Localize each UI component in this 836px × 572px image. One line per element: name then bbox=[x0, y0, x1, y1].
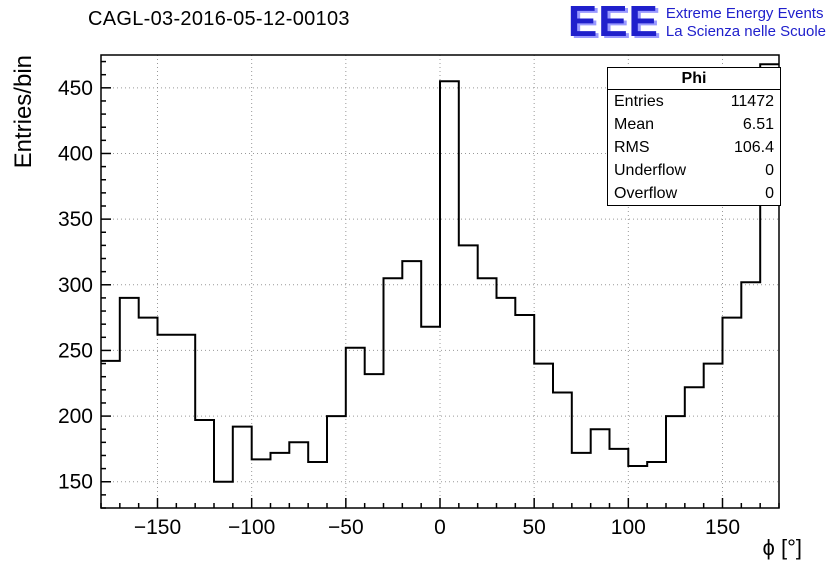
svg-text:350: 350 bbox=[58, 208, 93, 231]
eee-logo-line1: Extreme Energy Events bbox=[665, 5, 824, 22]
stats-row-underflow: Underflow 0 bbox=[608, 159, 780, 182]
svg-text:450: 450 bbox=[58, 77, 93, 100]
eee-logo-text: EEE bbox=[567, 0, 659, 46]
svg-text:100: 100 bbox=[611, 516, 646, 539]
svg-text:250: 250 bbox=[58, 339, 93, 362]
svg-text:−100: −100 bbox=[228, 516, 275, 539]
stats-label: RMS bbox=[614, 139, 650, 156]
stats-value: 6.51 bbox=[742, 116, 774, 133]
plot-title: CAGL-03-2016-05-12-00103 bbox=[88, 8, 350, 30]
stats-row-overflow: Overflow 0 bbox=[608, 182, 780, 205]
eee-logo: EEE Extreme Energy Events La Scienza nel… bbox=[567, 0, 826, 46]
stats-label: Underflow bbox=[614, 162, 687, 179]
stats-row-rms: RMS 106.4 bbox=[608, 136, 780, 159]
svg-text:50: 50 bbox=[522, 516, 545, 539]
eee-logo-line2: La Scienza nelle Scuole bbox=[665, 23, 826, 40]
svg-text:200: 200 bbox=[58, 405, 93, 428]
stats-value: 106.4 bbox=[733, 139, 774, 156]
svg-text:400: 400 bbox=[58, 142, 93, 165]
svg-text:−50: −50 bbox=[328, 516, 364, 539]
stats-label: Entries bbox=[614, 93, 664, 110]
stats-value: 0 bbox=[765, 162, 774, 179]
eee-logo-subtitle: Extreme Energy Events La Scienza nelle S… bbox=[666, 2, 826, 41]
stats-value: 0 bbox=[765, 185, 774, 202]
x-axis-label: ϕ [°] bbox=[762, 535, 802, 560]
stats-box: Phi Entries 11472 Mean 6.51 RMS 106.4 Un… bbox=[607, 67, 781, 206]
svg-text:150: 150 bbox=[58, 471, 93, 494]
svg-text:150: 150 bbox=[705, 516, 740, 539]
stats-row-entries: Entries 11472 bbox=[608, 90, 780, 113]
svg-text:0: 0 bbox=[434, 516, 446, 539]
stats-label: Overflow bbox=[614, 185, 678, 202]
svg-text:300: 300 bbox=[58, 274, 93, 297]
stats-label: Mean bbox=[614, 116, 655, 133]
stats-box-title: Phi bbox=[608, 68, 780, 90]
stats-row-mean: Mean 6.51 bbox=[608, 113, 780, 136]
svg-text:−150: −150 bbox=[134, 516, 181, 539]
stats-value: 11472 bbox=[730, 93, 774, 110]
